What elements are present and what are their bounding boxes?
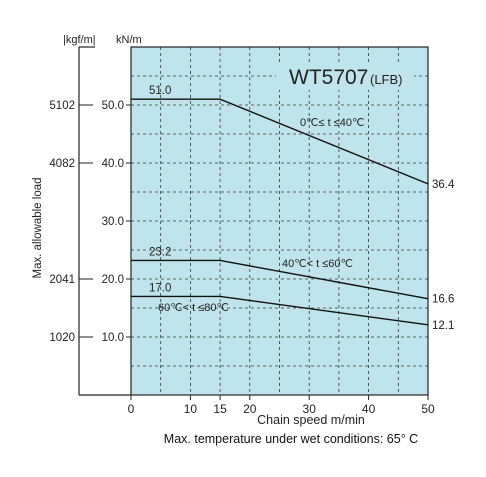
grid xyxy=(131,47,428,395)
chart-labels: 51.0 36.4 0℃≤ t ≤40℃ 23.2 16.6 40℃< t ≤60℃ 17.… xyxy=(32,34,455,427)
y-tick-label-kn: 10.0 xyxy=(102,332,124,344)
footnote: Max. temperature under wet conditions: 6… xyxy=(0,432,486,446)
series-lines xyxy=(131,98,429,326)
x-axis-label: Chain speed m/min xyxy=(257,413,365,427)
y-unit-kn: kN/m xyxy=(116,34,142,46)
y-tick-label-kn: 20.0 xyxy=(102,274,124,286)
y-unit-kgf: |kgf/m| xyxy=(63,34,96,46)
series-start-label: 17.0 xyxy=(149,282,171,294)
footnote-text: Max. temperature under wet conditions: 6… xyxy=(163,432,419,446)
x-tick-label: 10 xyxy=(184,402,198,416)
x-tick-label: 0 xyxy=(128,402,135,416)
series-start-label: 23.2 xyxy=(149,246,171,258)
series-end-label: 36.4 xyxy=(432,179,455,191)
y-axis-label: Max. allowable load xyxy=(32,177,44,278)
x-tick-label: 50 xyxy=(421,402,435,416)
chart-title: WT5707 xyxy=(289,66,368,89)
series-condition-label: 60℃< t ≤80℃ xyxy=(158,302,229,314)
y-tick-label-kn: 40.0 xyxy=(102,158,124,170)
y-tick-label-kn: 50.0 xyxy=(102,100,124,112)
title-box xyxy=(276,63,414,90)
chart-title-suffix: (LFB) xyxy=(370,72,403,87)
y-tick-label-kgf: 5102 xyxy=(49,100,75,112)
series-line xyxy=(131,98,429,185)
x-tick-label: 40 xyxy=(362,402,376,416)
y-tick-label-kn: 30.0 xyxy=(102,216,124,228)
series-condition-label: 40℃< t ≤60℃ xyxy=(282,258,353,270)
series-end-label: 16.6 xyxy=(432,294,454,306)
x-tick-label: 30 xyxy=(303,402,317,416)
x-tick-label: 20 xyxy=(243,402,257,416)
y-tick-label-kgf: 1020 xyxy=(49,332,75,344)
series-line xyxy=(131,295,429,326)
series-line xyxy=(131,259,429,300)
x-tick-label: 15 xyxy=(213,402,227,416)
y-tick-label-kgf: 4082 xyxy=(49,158,75,170)
ticks: 0 10 15 20 30 40 50 10.0 20.0 30.0 40.0 50.0 1020 204… xyxy=(49,100,435,416)
series-condition-label: 0℃≤ t ≤40℃ xyxy=(300,117,364,129)
series-start-label: 51.0 xyxy=(149,85,171,97)
y-tick-label-kgf: 2041 xyxy=(49,274,75,286)
series-end-label: 12.1 xyxy=(432,320,454,332)
